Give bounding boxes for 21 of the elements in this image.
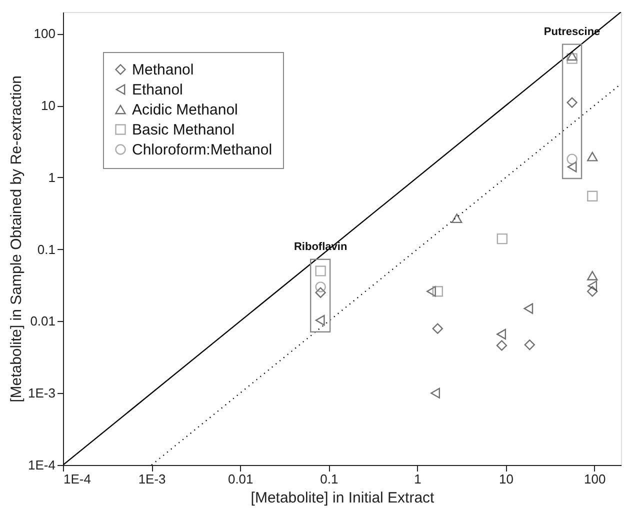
y-tick-label: 100 (34, 26, 56, 42)
x-tick-label: 100 (584, 472, 606, 486)
y-axis-title: [Metabolite] in Sample Obtained by Re-extraction (8, 76, 26, 402)
y-tick-label: 0.01 (30, 314, 56, 329)
x-axis-title: [Metabolite] in Initial Extract (250, 490, 436, 506)
legend-label: Chloroform:Methanol (132, 142, 272, 158)
legend-label: Acidic Methanol (132, 102, 238, 118)
x-tick-label: 0.1 (320, 472, 338, 486)
legend-label: Methanol (132, 62, 194, 78)
legend-label: Ethanol (132, 82, 183, 98)
y-tick-label: 1E-4 (28, 458, 56, 472)
y-tick-label: 1E-3 (28, 386, 56, 401)
x-tick-label: 0.01 (228, 472, 254, 486)
x-tick-label: 1 (414, 472, 422, 486)
y-tick-label: 0.1 (37, 242, 56, 257)
x-tick-label: 10 (499, 472, 514, 486)
y-tick-label: 1 (48, 170, 56, 185)
legend-label: Basic Methanol (132, 122, 235, 138)
x-tick-label: 1E-3 (138, 472, 166, 486)
x-tick-label: 1E-4 (64, 472, 91, 486)
y-tick-label: 10 (41, 98, 56, 114)
